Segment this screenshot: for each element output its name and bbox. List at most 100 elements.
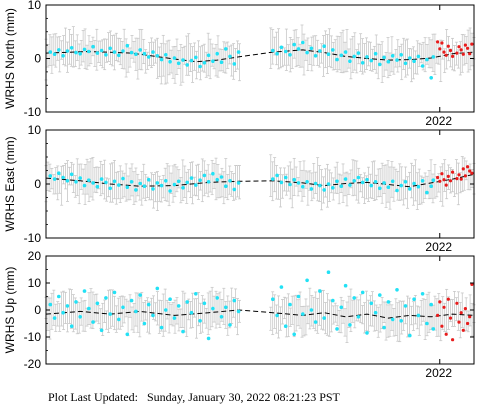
data-point xyxy=(95,301,100,306)
data-point xyxy=(352,296,357,300)
error-bars xyxy=(44,24,476,86)
data-point xyxy=(138,181,142,186)
data-point xyxy=(125,43,130,48)
y-tick-label: 10 xyxy=(28,276,42,290)
data-point xyxy=(95,51,100,55)
data-point xyxy=(301,184,305,189)
recent-data-point xyxy=(470,171,474,175)
data-point xyxy=(309,187,314,191)
data-point xyxy=(390,317,395,322)
recent-data-point xyxy=(459,48,463,52)
data-point xyxy=(360,180,365,185)
data-point xyxy=(288,53,292,57)
data-point xyxy=(87,178,91,182)
recent-data-point xyxy=(457,320,461,324)
data-point xyxy=(416,313,421,318)
data-point xyxy=(74,180,78,184)
recent-data-point xyxy=(463,43,467,47)
data-point xyxy=(142,184,147,188)
data-point xyxy=(343,283,348,288)
data-point xyxy=(87,49,91,54)
data-point xyxy=(373,180,378,184)
data-point xyxy=(211,171,215,176)
data-point xyxy=(211,306,215,311)
x-tick-label: 2022 xyxy=(425,240,452,254)
data-point xyxy=(356,175,361,180)
data-point xyxy=(339,305,344,310)
data-point xyxy=(129,180,134,184)
recent-data-point xyxy=(468,315,472,319)
data-point xyxy=(283,175,288,180)
data-point xyxy=(138,48,142,52)
data-point xyxy=(48,50,53,54)
recent-data-point xyxy=(444,183,448,187)
data-point xyxy=(313,320,318,324)
data-point xyxy=(87,306,91,311)
data-point xyxy=(378,62,382,67)
data-point xyxy=(416,54,421,59)
y-tick-label: -10 xyxy=(24,231,42,245)
data-point xyxy=(185,300,189,304)
data-point xyxy=(194,183,198,187)
data-point xyxy=(378,186,382,191)
data-point xyxy=(386,300,391,304)
data-point xyxy=(164,53,168,57)
data-point xyxy=(425,190,429,195)
data-point xyxy=(151,50,155,54)
data-point xyxy=(425,57,429,62)
data-point xyxy=(412,297,416,302)
data-point xyxy=(129,50,134,55)
data-point xyxy=(61,175,65,180)
data-point xyxy=(365,331,369,335)
data-point xyxy=(296,47,301,51)
recent-data-point xyxy=(440,324,444,328)
data-point xyxy=(99,328,104,333)
data-point xyxy=(117,183,121,187)
data-point xyxy=(112,290,117,295)
data-point xyxy=(275,173,279,178)
data-point xyxy=(164,179,168,183)
data-point xyxy=(420,179,425,183)
recent-data-point xyxy=(438,179,442,183)
data-point xyxy=(202,173,207,178)
data-point xyxy=(403,61,408,66)
data-point xyxy=(138,293,142,297)
data-point xyxy=(339,53,344,58)
data-point xyxy=(326,52,331,56)
data-point xyxy=(369,301,374,306)
data-point xyxy=(65,49,70,53)
recent-data-point xyxy=(436,40,440,44)
data-point xyxy=(343,50,348,54)
data-point xyxy=(236,181,241,185)
recent-data-point xyxy=(463,307,467,311)
data-point xyxy=(356,51,361,55)
plot-updated-footer: Plot Last Updated: Sunday, January 30, 2… xyxy=(48,390,340,405)
data-point xyxy=(369,183,374,188)
data-point xyxy=(232,298,237,303)
data-point xyxy=(296,181,301,185)
data-point xyxy=(125,332,130,337)
data-point xyxy=(112,50,117,54)
recent-data-point xyxy=(457,173,461,177)
data-point xyxy=(78,176,82,180)
data-point xyxy=(232,62,237,66)
data-point xyxy=(275,51,279,56)
y-tick-label: 0 xyxy=(34,52,41,66)
data-point xyxy=(91,44,95,49)
y-tick-label: 10 xyxy=(28,123,42,137)
data-point xyxy=(159,183,164,188)
data-point xyxy=(57,48,61,52)
data-point xyxy=(99,177,104,181)
data-point xyxy=(121,49,125,53)
data-point xyxy=(146,302,151,307)
recent-data-point xyxy=(448,316,453,320)
recent-data-point xyxy=(444,53,448,57)
data-point xyxy=(108,46,112,51)
data-point xyxy=(82,183,87,188)
data-point xyxy=(65,179,70,183)
data-point xyxy=(224,305,228,310)
data-point xyxy=(189,310,194,315)
data-point xyxy=(292,177,297,182)
data-point xyxy=(305,50,309,55)
data-point xyxy=(151,187,155,191)
